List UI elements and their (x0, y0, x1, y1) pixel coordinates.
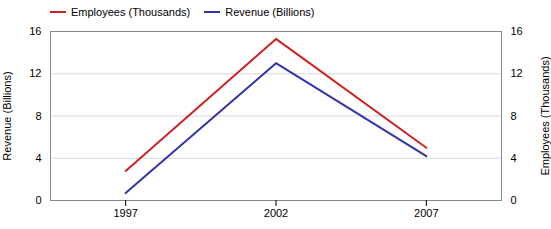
svg-text:8: 8 (511, 110, 517, 122)
svg-text:12: 12 (511, 67, 523, 79)
html-text:Employees (Thousands): Employees (Thousands) (71, 6, 191, 18)
svg-text:4: 4 (35, 152, 41, 164)
svg-text:8: 8 (35, 110, 41, 122)
svg-text:0: 0 (35, 194, 41, 206)
svg-text:16: 16 (29, 25, 41, 37)
svg-text:Revenue (Billions): Revenue (Billions) (1, 71, 13, 160)
html-text:Revenue (Billions): Revenue (Billions) (225, 6, 315, 18)
svg-text:16: 16 (511, 25, 523, 37)
svg-text:4: 4 (511, 152, 517, 164)
svg-text:1997: 1997 (113, 207, 137, 219)
svg-text:2007: 2007 (414, 207, 438, 219)
svg-text:2002: 2002 (264, 207, 288, 219)
svg-text:12: 12 (29, 67, 41, 79)
svg-text:Employees (Thousands): Employees (Thousands) (539, 56, 551, 175)
svg-text:0: 0 (511, 194, 517, 206)
